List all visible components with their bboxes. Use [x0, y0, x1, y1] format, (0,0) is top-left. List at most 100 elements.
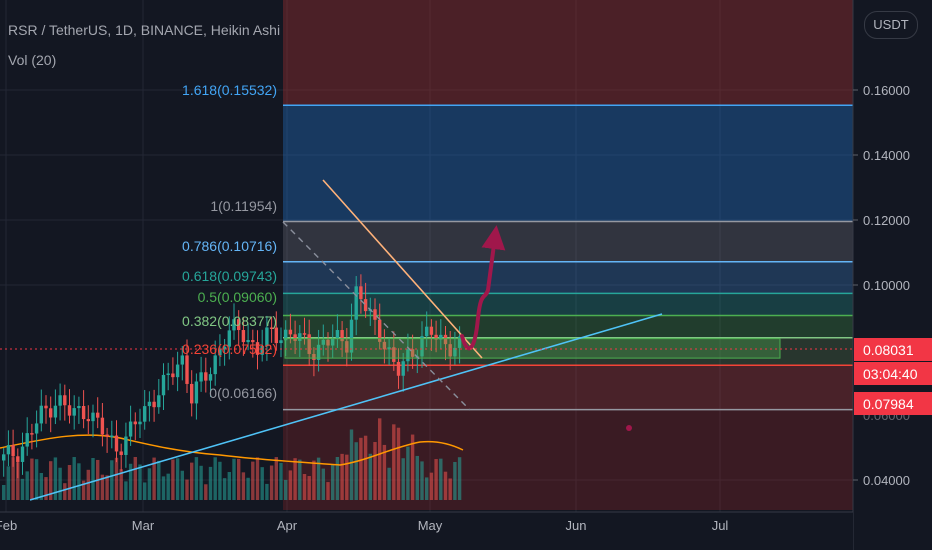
candle-body [260, 346, 264, 355]
volume-bar [326, 482, 330, 500]
candle-body [439, 334, 443, 340]
candle-body [67, 405, 72, 416]
candle-body [152, 401, 156, 408]
resistance-trendline [322, 179, 483, 359]
candle-body [321, 339, 325, 345]
currency-button[interactable]: USDT [864, 11, 918, 39]
symbol-title: RSR / TetherUS, 1D, BINANCE, Heikin Ashi [8, 22, 281, 38]
price-label-badge [854, 362, 932, 385]
volume-bar [307, 476, 311, 500]
fib-label-0.382: 0.382(0.08377) [182, 313, 277, 329]
candle-body [208, 374, 213, 381]
candle-body [241, 330, 246, 343]
candle-body [63, 395, 67, 406]
candle-body [58, 395, 62, 406]
candle-body [396, 361, 401, 376]
volume-bar [204, 484, 208, 500]
candle-body [401, 361, 405, 376]
time-tick-label: Apr [277, 518, 298, 533]
candle-body [382, 341, 387, 350]
candle-body [100, 417, 105, 435]
candle-body [453, 347, 457, 357]
volume-bar [128, 463, 133, 500]
volume-bar [373, 442, 377, 500]
fib-zone-1.618 [283, 105, 853, 222]
candle-body [434, 334, 438, 340]
candle-body [166, 373, 170, 376]
volume-bar [425, 477, 429, 500]
currency-label: USDT [873, 17, 909, 32]
candle-body [293, 334, 297, 341]
fib-zone-0.236 [283, 365, 853, 410]
volume-bar [152, 457, 156, 500]
volume-bar [293, 458, 297, 500]
volume-bar [114, 457, 119, 500]
volume-bar [157, 460, 161, 500]
candle-body [11, 445, 15, 457]
volume-bar [166, 473, 170, 500]
candle-body [457, 336, 462, 348]
candle-body [16, 456, 20, 462]
time-tick-label: Jul [712, 518, 729, 533]
volume-bar [232, 458, 236, 500]
volume-bar [16, 462, 20, 500]
range-box [284, 338, 781, 359]
volume-bar [288, 470, 293, 500]
candle-body [105, 434, 109, 437]
candle-body [232, 319, 236, 331]
candle-body [6, 445, 11, 455]
candle-body [373, 309, 377, 320]
candle-body [345, 341, 349, 353]
volume-bar [396, 427, 401, 500]
fib-zone-top [283, 0, 853, 106]
volume-bar [382, 444, 387, 500]
candle-body [194, 381, 199, 404]
candle-body [72, 408, 76, 416]
candle-body [190, 383, 194, 404]
candle-body [251, 340, 255, 343]
volume-bar [359, 437, 363, 500]
volume-bar [316, 457, 321, 500]
candle-body [157, 395, 161, 408]
volume-bar [312, 460, 316, 500]
candle-body [354, 286, 358, 320]
volume-bar [72, 457, 76, 500]
candle-body [288, 329, 293, 335]
grid-lines [0, 0, 853, 512]
volume-bar [274, 457, 278, 500]
candle-body [114, 435, 119, 452]
volume-bar [20, 478, 25, 500]
candle-body [349, 319, 354, 353]
candle-body [34, 423, 39, 434]
volume-bar [434, 459, 438, 500]
volume-bar [354, 442, 358, 500]
volume-bar [110, 460, 114, 500]
fib-label-1: 1(0.11954) [210, 198, 277, 214]
candle-body [2, 454, 6, 461]
volume-bar [194, 457, 199, 500]
volume-bar [406, 446, 410, 500]
volume-bar [124, 481, 128, 500]
volume-bar [363, 435, 368, 500]
volume-bar [11, 457, 15, 500]
candle-body [312, 353, 316, 360]
volume-bar [190, 462, 194, 500]
volume-bar [58, 467, 62, 500]
volume-bar [331, 464, 335, 500]
candle-body [39, 405, 43, 424]
fib-zones [283, 0, 853, 510]
volume-bar [213, 457, 217, 500]
volume-bar [100, 474, 105, 500]
volume-bar [457, 457, 462, 500]
volume-bar [227, 472, 231, 500]
candle-body [213, 355, 217, 375]
volume-bar [335, 457, 340, 500]
volume-bar [298, 459, 302, 500]
volume-bar [49, 461, 53, 500]
volume-bar [387, 467, 391, 500]
projection-arrow [460, 225, 506, 351]
volume-bar [133, 457, 137, 500]
candle-body [378, 319, 382, 342]
